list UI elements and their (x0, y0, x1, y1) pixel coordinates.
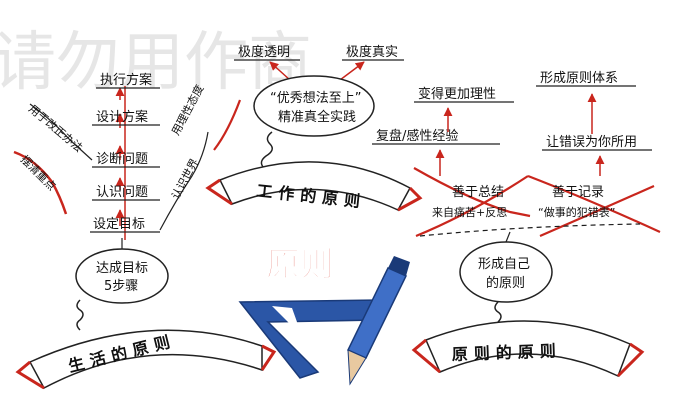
dashed-link (419, 223, 641, 237)
squiggle (76, 299, 84, 331)
red-branch (527, 174, 661, 234)
red-branch (415, 175, 529, 238)
good-record: 善于记录 (552, 184, 604, 200)
pencil-cap (388, 256, 410, 276)
review-experience: 复盘/感性经验 (376, 128, 458, 144)
work-idea-bubble (253, 75, 375, 137)
banner-ribbon-end (616, 342, 645, 378)
work-banner (218, 161, 412, 211)
work-bubble-line1: “优秀想法至上” (270, 90, 361, 106)
work-top-transparent: 极度透明 (238, 44, 290, 60)
center-emblem: 原则 (238, 244, 410, 386)
banner-ribbon-end (15, 360, 45, 390)
connector (29, 103, 71, 141)
squiggle (260, 131, 273, 169)
work-branch: 极度透明 极度真实 “优秀想法至上” 精准真全实践 工作的原则 (205, 44, 423, 212)
side-note-world: 认识世界 (169, 156, 201, 201)
life-bubble-line2: 5步骤 (104, 279, 138, 294)
side-note-correct: 用于改正办法 (26, 102, 86, 155)
principles-bubble (459, 241, 553, 303)
principles-bubble-line1: 形成自己 (478, 257, 530, 272)
red-branch (539, 184, 655, 238)
life-goal-bubble (75, 248, 169, 304)
pencil-tip (347, 349, 367, 386)
center-title: 原则 (266, 245, 334, 285)
work-top-truthful: 极度真实 (346, 44, 398, 60)
banner-ribbon-end (260, 344, 277, 371)
banner-ribbon-end (205, 178, 233, 206)
pencil-icon (346, 256, 410, 386)
life-bubble-line1: 达成目标 (96, 261, 148, 276)
red-scribble (213, 99, 242, 151)
principles-banner-label: 原则的原则 (451, 341, 562, 364)
arrow (269, 61, 291, 81)
banner-ribbon-end (411, 338, 441, 374)
step-recognize-problem: 认识问题 (96, 185, 148, 200)
banner-ribbon-end (397, 186, 423, 212)
life-branch: 设定目标 认识问题 诊断问题 设计方案 执行方案 用于改正办法 摆清重点 认识世… (13, 72, 277, 390)
life-steps: 设定目标 认识问题 诊断问题 设计方案 执行方案 (90, 72, 160, 240)
principles-banner (424, 320, 631, 378)
work-bubble-line2: 精准真全实践 (278, 109, 356, 125)
life-side-left: 用于改正办法 摆清重点 (13, 102, 93, 215)
arrow (339, 61, 365, 81)
connector (505, 231, 511, 243)
principles-branch: 变得更加理性 形成原则体系 复盘/感性经验 让错误为你所用 善于总结 来自痛苦+… (372, 71, 661, 378)
principle-system: 形成原则体系 (540, 71, 618, 86)
ruler-cutout (272, 306, 302, 336)
step-diagnose-problem: 诊断问题 (96, 152, 148, 167)
step-execute-plan: 执行方案 (100, 72, 152, 88)
principles-bubble-line2: 的原则 (486, 275, 525, 291)
life-side-right: 认识世界 用理性态度 (159, 82, 242, 231)
more-rational: 变得更加理性 (418, 86, 496, 102)
connector (159, 131, 209, 231)
step-design-plan: 设计方案 (96, 109, 148, 125)
step-set-goal: 设定目标 (93, 217, 145, 232)
squiggle (494, 301, 502, 323)
connector (69, 139, 93, 161)
use-mistakes: 让错误为你所用 (546, 135, 637, 150)
good-summary: 善于总结 (452, 184, 504, 200)
red-branch (413, 167, 531, 218)
side-note-focus: 摆清重点 (18, 152, 59, 193)
pain-reflection: 来自痛苦+反思 (432, 205, 507, 219)
red-scribble (13, 150, 68, 215)
mistake-log: “做事的犯错表” (538, 205, 615, 219)
